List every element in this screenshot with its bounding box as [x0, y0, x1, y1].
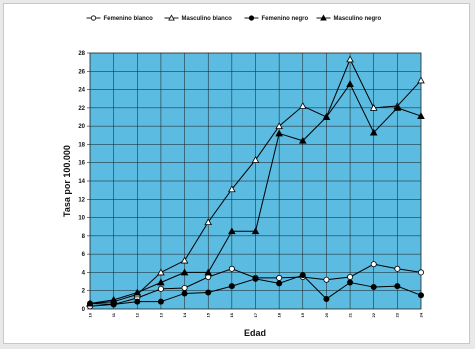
data-point-masculino-negro [180, 268, 189, 276]
x-tick-label: 24 [418, 312, 423, 317]
data-point-femenino-negro [252, 275, 259, 282]
x-tick-label: 23 [395, 312, 400, 317]
data-point-femenino-negro [370, 284, 377, 291]
data-point-masculino-blanco [298, 102, 307, 109]
data-point-masculino-blanco [275, 122, 283, 130]
data-point-masculino-negro [251, 227, 260, 235]
x-tick-label: 11 [111, 312, 116, 317]
data-point-masculino-blanco [417, 76, 425, 84]
data-point-femenino-blanco [228, 265, 235, 272]
legend-label: Masculino blanco [182, 16, 233, 22]
data-point-masculino-blanco [180, 256, 189, 264]
data-point-femenino-negro [205, 289, 212, 296]
data-point-masculino-blanco [251, 156, 260, 163]
data-point-masculino-negro [298, 136, 307, 144]
y-tick-label: 2 [82, 289, 86, 295]
data-point-masculino-negro [275, 129, 283, 137]
x-tick-label: 14 [182, 312, 187, 317]
data-point-femenino-negro [276, 280, 283, 287]
series-masculino-negro [86, 80, 425, 307]
chart-frame: Femenino blanco Masculino blanco Femenino … [3, 3, 470, 344]
legend-marker [248, 15, 255, 21]
legend: Femenino blanco Masculino blanco Femenino … [86, 14, 382, 22]
data-point-masculino-blanco [346, 55, 354, 63]
grid-lines [90, 53, 421, 309]
y-tick-label: 20 [78, 124, 85, 130]
data-point-masculino-blanco [228, 185, 236, 193]
legend-item-masculino-blanco: Masculino blanco [164, 14, 233, 22]
data-point-femenino-negro [394, 283, 401, 290]
x-tick-label: 22 [371, 312, 376, 317]
data-point-femenino-blanco [370, 261, 377, 268]
data-point-femenino-blanco [157, 285, 164, 292]
data-point-femenino-negro [299, 272, 306, 279]
data-point-femenino-negro [347, 279, 354, 286]
legend-label: Femenino negro [262, 16, 309, 22]
data-point-masculino-negro [109, 295, 118, 303]
legend-marker [320, 14, 327, 21]
data-point-masculino-negro [346, 80, 354, 87]
legend-label: Masculino negro [334, 16, 382, 22]
y-tick-label: 6 [82, 252, 86, 258]
data-point-femenino-negro [417, 292, 424, 299]
data-point-femenino-negro [134, 298, 141, 305]
x-tick-label: 10 [87, 312, 92, 317]
data-point-femenino-blanco [417, 269, 424, 276]
data-point-femenino-negro [323, 295, 330, 302]
x-tick-label: 21 [347, 312, 352, 317]
y-tick-label: 12 [78, 197, 85, 203]
data-point-masculino-blanco [369, 103, 378, 111]
legend-label: Femenino blanco [104, 16, 154, 22]
y-tick-label: 28 [78, 51, 85, 57]
data-point-femenino-negro [228, 283, 235, 290]
data-point-femenino-blanco [347, 273, 354, 280]
line-chart: Femenino blanco Masculino blanco Femenino … [62, 14, 425, 338]
data-point-masculino-blanco [157, 268, 165, 276]
data-point-femenino-blanco [181, 284, 188, 291]
data-point-masculino-negro [228, 227, 236, 235]
data-point-femenino-blanco [323, 276, 330, 283]
y-tick-label: 4 [82, 270, 86, 276]
legend-item-femenino-blanco: Femenino blanco [86, 15, 154, 22]
data-point-femenino-blanco [394, 265, 401, 272]
data-point-femenino-blanco [276, 274, 283, 281]
x-tick-label: 15 [206, 312, 211, 317]
legend-item-masculino-negro: Masculino negro [316, 14, 382, 22]
x-axis-title: Edad [244, 328, 266, 338]
data-point-masculino-negro [369, 128, 378, 136]
legend-item-femenino-negro: Femenino negro [244, 15, 309, 22]
data-point-masculino-blanco [204, 218, 213, 226]
y-tick-label: 18 [78, 142, 85, 148]
data-point-femenino-negro [181, 290, 188, 297]
data-point-masculino-negro [157, 278, 165, 286]
x-tick-label: 13 [158, 312, 163, 317]
y-tick-label: 16 [78, 161, 85, 167]
y-tick-label: 8 [82, 234, 86, 240]
y-tick-label: 14 [78, 179, 85, 185]
y-tick-label: 10 [78, 216, 85, 222]
legend-marker [168, 14, 175, 21]
data-point-masculino-negro [204, 268, 213, 276]
legend-marker [90, 15, 97, 21]
data-point-femenino-negro [157, 298, 164, 305]
x-tick-label: 20 [324, 312, 329, 317]
x-tick-label: 19 [300, 312, 305, 317]
x-tick-label: 18 [277, 312, 282, 317]
y-tick-label: 0 [82, 307, 86, 313]
y-tick-label: 24 [78, 88, 85, 94]
series-group [86, 55, 425, 310]
data-point-masculino-negro [133, 288, 142, 296]
y-tick-label: 26 [78, 69, 85, 75]
data-point-masculino-negro [322, 113, 331, 120]
data-point-masculino-negro [393, 103, 402, 111]
x-tick-label: 17 [253, 312, 258, 317]
x-tick-label: 12 [135, 312, 140, 317]
data-point-masculino-negro [86, 299, 94, 307]
x-tick-label: 16 [229, 312, 234, 317]
y-tick-label: 22 [78, 106, 85, 112]
y-axis-title: Tasa por 100.000 [62, 145, 72, 217]
data-point-masculino-negro [417, 112, 425, 119]
x-axis-ticks: 10 11 12 13 14 15 16 17 18 19 20 21 22 23 24 [87, 312, 423, 317]
